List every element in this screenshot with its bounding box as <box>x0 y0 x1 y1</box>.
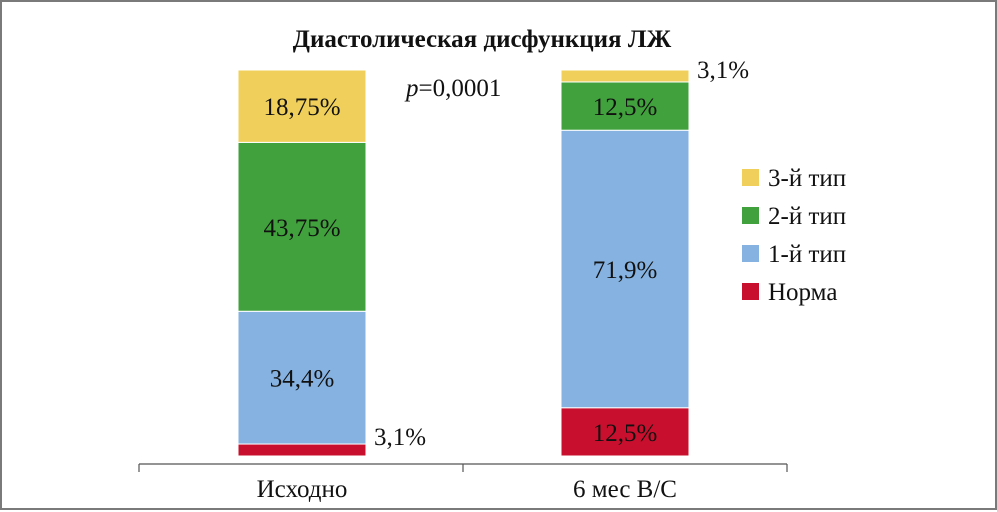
p-value-annotation: p=0,0001 <box>404 75 501 102</box>
data-labels-layer: 3,1% 34,4% 43,75% 18,75% 12,5% 71,9% 12,5% 3,1% <box>263 57 749 451</box>
chart-title: Диастолическая дисфункция ЛЖ <box>293 26 672 53</box>
legend-label-3-й-тип: 3-й тип <box>768 165 846 192</box>
bar-норма-1 <box>560 407 690 457</box>
data-label-норма-0: 3,1% <box>374 424 426 451</box>
p-letter: p <box>404 75 419 102</box>
data-label-2-й-тип-1: 12,5% <box>593 94 658 121</box>
bar-3-й-тип-0 <box>237 69 367 143</box>
x-tick-label-1: 6 мес В/С <box>573 476 677 503</box>
legend-swatch-1-й-тип <box>742 245 759 262</box>
legend-swatch-2-й-тип <box>742 207 759 224</box>
legend-swatch-норма <box>742 283 759 300</box>
data-label-3-й-тип-0: 18,75% <box>263 94 340 121</box>
legend-label-1-й-тип: 1-й тип <box>768 241 846 268</box>
data-label-2-й-тип-0: 43,75% <box>263 215 340 242</box>
bar-2-й-тип-0 <box>237 141 367 312</box>
data-label-1-й-тип-0: 34,4% <box>270 366 335 393</box>
data-label-1-й-тип-1: 71,9% <box>593 257 658 284</box>
legend-swatch-3-й-тип <box>742 169 759 186</box>
legend-label-2-й-тип: 2-й тип <box>768 203 846 230</box>
p-value: =0,0001 <box>419 75 502 102</box>
data-label-норма-1: 12,5% <box>593 420 658 447</box>
bar-1-й-тип-0 <box>237 310 367 445</box>
x-tick-label-0: Исходно <box>257 476 348 503</box>
data-label-3-й-тип-1: 3,1% <box>697 57 749 84</box>
bar-3-й-тип-1 <box>560 69 690 83</box>
legend-label-норма: Норма <box>768 279 837 306</box>
legend: 3-й тип 2-й тип 1-й тип Норма <box>742 165 846 306</box>
bar-норма-0 <box>237 443 367 457</box>
bar-2-й-тип-1 <box>560 81 690 131</box>
x-axis: Исходно 6 мес В/С <box>138 463 788 503</box>
bars-layer <box>237 69 690 457</box>
